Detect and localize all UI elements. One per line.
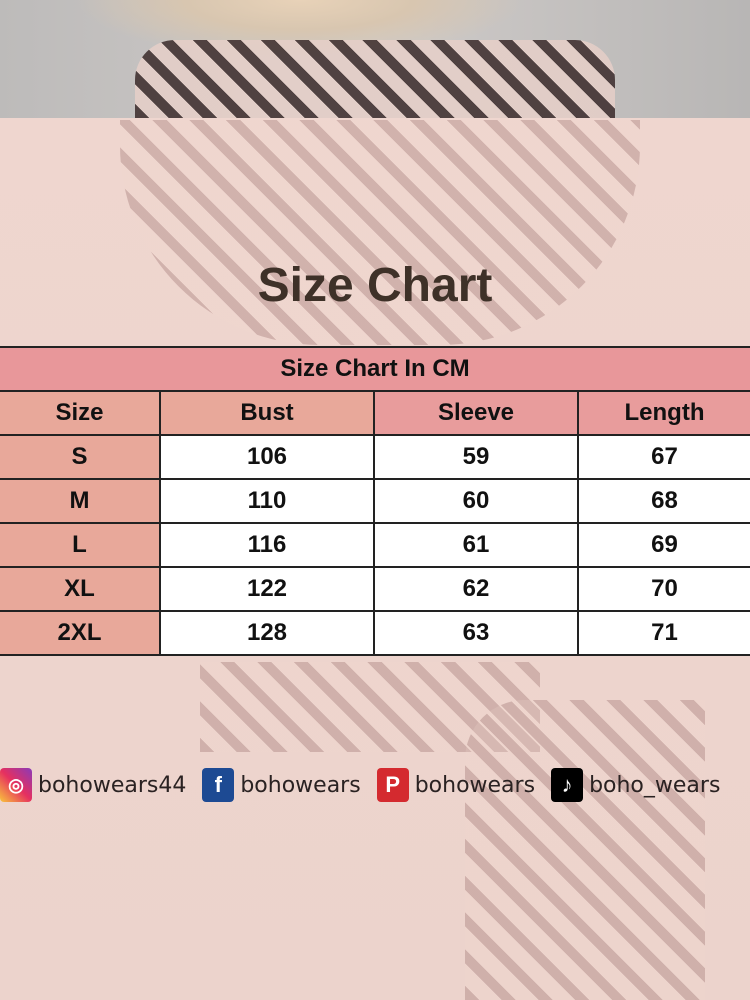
santa-print-sleeve xyxy=(465,700,705,1000)
cell-sleeve: 62 xyxy=(373,566,579,612)
table-row: M 110 60 68 xyxy=(0,478,750,524)
social-pinterest[interactable]: P bohowears xyxy=(376,768,536,802)
cell-sleeve: 60 xyxy=(373,478,579,524)
cell-size: M xyxy=(0,478,161,524)
instagram-handle: bohowears44 xyxy=(38,772,187,798)
facebook-icon: f xyxy=(202,768,235,802)
table-row: XL 122 62 70 xyxy=(0,566,750,612)
cell-bust: 116 xyxy=(159,522,375,568)
cell-size: 2XL xyxy=(0,610,161,656)
cell-size: XL xyxy=(0,566,161,612)
pinterest-icon: P xyxy=(376,768,409,802)
pinterest-handle: bohowears xyxy=(414,772,536,798)
page-title: Size Chart xyxy=(257,259,493,312)
table-row: L 116 61 69 xyxy=(0,522,750,568)
facebook-handle: bohowears xyxy=(240,772,361,798)
table-row: 2XL 128 63 71 xyxy=(0,610,750,656)
santa-print-pattern xyxy=(120,120,640,345)
cell-bust: 128 xyxy=(159,610,375,656)
cell-length: 67 xyxy=(577,434,750,480)
cell-length: 70 xyxy=(577,566,750,612)
social-instagram[interactable]: ◎ bohowears44 xyxy=(0,768,186,802)
cell-length: 68 xyxy=(577,478,750,524)
size-chart-table: Size Chart In CM Size Bust Sleeve Length… xyxy=(0,346,750,656)
tiktok-icon: ♪ xyxy=(551,768,584,802)
header-sleeve: Sleeve xyxy=(373,390,579,436)
cell-length: 71 xyxy=(577,610,750,656)
cell-bust: 122 xyxy=(159,566,375,612)
cell-bust: 106 xyxy=(159,434,375,480)
cell-length: 69 xyxy=(577,522,750,568)
social-facebook[interactable]: f bohowears xyxy=(202,768,361,802)
table-row: S 106 59 67 xyxy=(0,434,750,480)
header-size: Size xyxy=(0,390,161,436)
instagram-icon: ◎ xyxy=(0,768,32,802)
tiktok-handle: boho_wears xyxy=(589,772,721,798)
social-links: ◎ bohowears44 f bohowears P bohowears ♪ … xyxy=(0,767,750,803)
cell-sleeve: 63 xyxy=(373,610,579,656)
cell-size: L xyxy=(0,522,161,568)
cell-bust: 110 xyxy=(159,478,375,524)
social-tiktok[interactable]: ♪ boho_wears xyxy=(551,768,720,802)
cell-sleeve: 61 xyxy=(373,522,579,568)
santa-print-shirt xyxy=(135,40,615,118)
table-caption: Size Chart In CM xyxy=(0,346,750,392)
cell-size: S xyxy=(0,434,161,480)
cell-sleeve: 59 xyxy=(373,434,579,480)
header-length: Length xyxy=(577,390,750,436)
header-bust: Bust xyxy=(159,390,375,436)
santa-print-pattern xyxy=(200,662,540,752)
